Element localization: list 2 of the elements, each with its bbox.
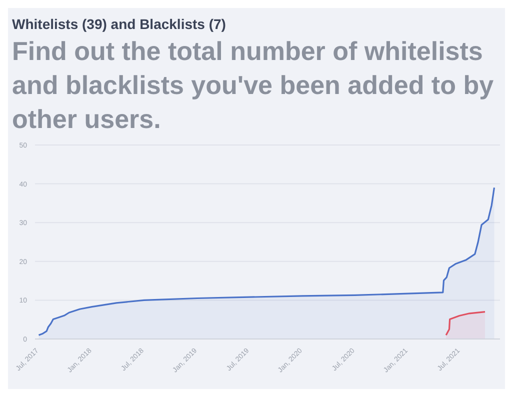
chart-subtitle: Find out the total number of whitelists and blacklists you've been added to by other users.: [12, 35, 495, 136]
chart-title: Whitelists (39) and Blacklists (7): [12, 16, 226, 32]
